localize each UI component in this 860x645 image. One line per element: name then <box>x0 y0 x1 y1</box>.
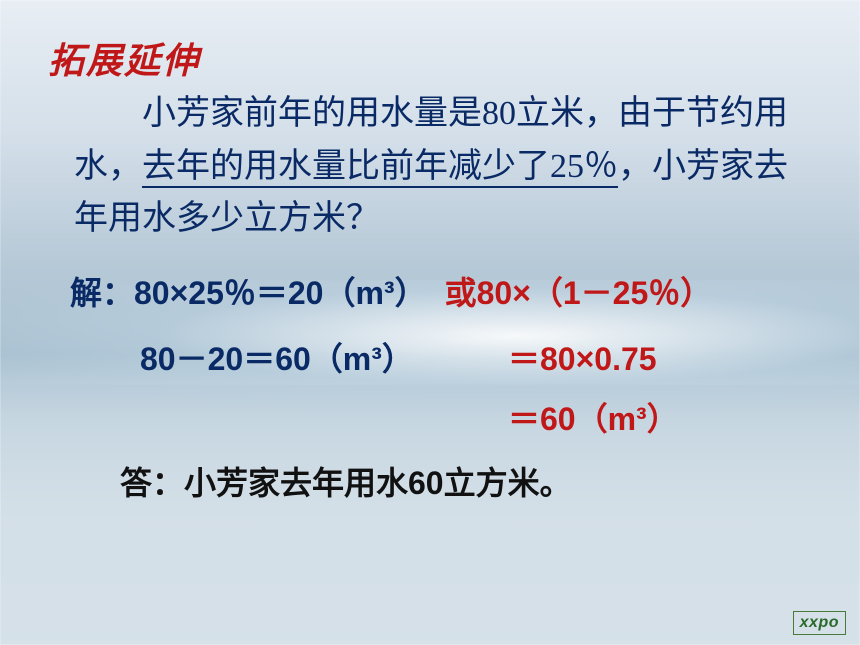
solution-right-line3: ＝60（m³） <box>508 394 679 440</box>
solution-right-line1: 或80×（1－25％） <box>445 268 713 314</box>
solution-row-1: 解：80×25％＝20（m³） 或80×（1－25％） <box>48 268 812 314</box>
section-title: 拓展延伸 <box>48 32 812 84</box>
slide-content: 拓展延伸 小芳家前年的用水量是80立米，由于节约用水，去年的用水量比前年减少了2… <box>0 0 860 645</box>
solution-left-line2: 80－20＝60（m³） <box>140 334 500 380</box>
solution-right-group: ＝80×0.75 ＝60（m³） <box>508 334 679 440</box>
answer-text: 答：小芳家去年用水60立方米。 <box>120 458 812 504</box>
problem-underlined: 去年的用水量比前年减少了25％ <box>142 148 618 188</box>
solution-row-2: 80－20＝60（m³） ＝80×0.75 ＝60（m³） <box>48 334 812 440</box>
solution-left-line1: 解：80×25％＝20（m³） <box>70 268 427 314</box>
problem-text: 小芳家前年的用水量是80立米，由于节约用水，去年的用水量比前年减少了25％，小芳… <box>74 88 802 246</box>
solution-right-line2: ＝80×0.75 <box>508 334 679 380</box>
